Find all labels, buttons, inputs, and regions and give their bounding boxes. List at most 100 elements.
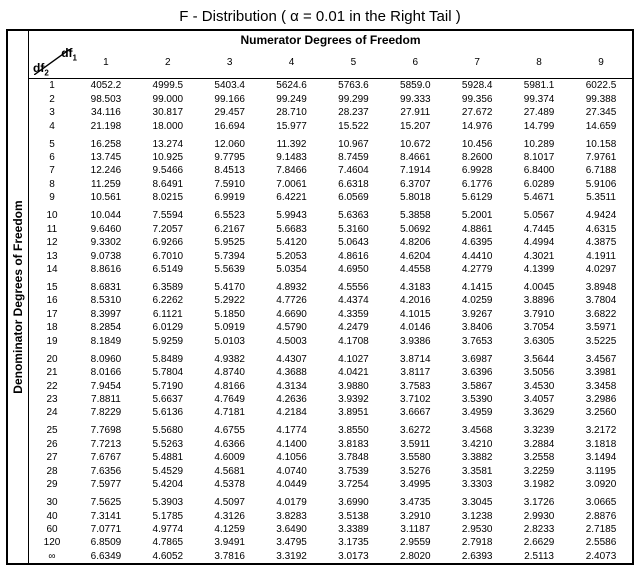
value-cell: 3.2986 [570, 393, 632, 406]
value-cell: 3.3629 [508, 406, 570, 419]
table-row: 139.07386.70105.73945.20534.86164.62044.… [29, 249, 632, 262]
value-cell: 4.2636 [261, 393, 323, 406]
value-cell: 5.2001 [446, 204, 508, 222]
value-cell: 4.9774 [137, 523, 199, 536]
page-title: F - Distribution ( α = 0.01 in the Right… [6, 8, 634, 25]
value-cell: 2.7918 [446, 536, 508, 549]
value-cell: 18.000 [137, 119, 199, 132]
value-cell: 6.7188 [570, 164, 632, 177]
value-cell: 4.1399 [508, 263, 570, 276]
value-cell: 7.8229 [75, 406, 137, 419]
value-cell: 4.6366 [199, 438, 261, 451]
value-cell: 3.5225 [570, 334, 632, 347]
value-cell: 4.0740 [261, 464, 323, 477]
value-cell: 9.7795 [199, 151, 261, 164]
value-cell: 4.8740 [199, 366, 261, 379]
value-cell: 4.1056 [261, 451, 323, 464]
value-cell: 9.1483 [261, 151, 323, 164]
table-row: 516.25813.27412.06011.39210.96710.67210.… [29, 133, 632, 151]
df2-cell: 29 [29, 478, 75, 491]
value-cell: 3.9491 [199, 536, 261, 549]
value-cell: 5.5263 [137, 438, 199, 451]
value-cell: 3.7804 [570, 294, 632, 307]
value-cell: 3.6490 [261, 523, 323, 536]
value-cell: 4.1774 [261, 419, 323, 437]
value-cell: 3.3192 [261, 549, 323, 562]
value-cell: 3.7583 [384, 379, 446, 392]
numerator-col-header: 2 [137, 47, 199, 79]
value-cell: 6.9266 [137, 236, 199, 249]
value-cell: 2.5586 [570, 536, 632, 549]
value-cell: 4.5556 [323, 276, 385, 294]
value-cell: 5.3903 [137, 491, 199, 509]
table-row: 1010.0447.55946.55235.99435.63635.38585.… [29, 204, 632, 222]
df2-cell: 9 [29, 191, 75, 204]
value-cell: 4.2779 [446, 263, 508, 276]
value-cell: 4.3126 [199, 509, 261, 522]
value-cell: 9.5466 [137, 164, 199, 177]
value-cell: 6.7010 [137, 249, 199, 262]
value-cell: 27.911 [384, 106, 446, 119]
value-cell: 7.1914 [384, 164, 446, 177]
value-cell: 4.0259 [446, 294, 508, 307]
value-cell: 4.7726 [261, 294, 323, 307]
value-cell: 99.299 [323, 93, 385, 106]
table-row: 188.28546.01295.09194.57904.24794.01463.… [29, 321, 632, 334]
value-cell: 3.5276 [384, 464, 446, 477]
numerator-col-header: 3 [199, 47, 261, 79]
value-cell: 7.6767 [75, 451, 137, 464]
value-cell: 2.8020 [384, 549, 446, 562]
value-cell: 27.345 [570, 106, 632, 119]
numerator-col-header: 1 [75, 47, 137, 79]
value-cell: 4.4374 [323, 294, 385, 307]
value-cell: 8.2600 [446, 151, 508, 164]
value-cell: 3.8550 [323, 419, 385, 437]
value-cell: 2.6393 [446, 549, 508, 562]
value-cell: 10.456 [446, 133, 508, 151]
value-cell: 5.5639 [199, 263, 261, 276]
value-cell: 3.3981 [570, 366, 632, 379]
value-cell: 2.6629 [508, 536, 570, 549]
table-row: 307.56255.39034.50974.01793.69903.47353.… [29, 491, 632, 509]
value-cell: 4.0045 [508, 276, 570, 294]
table-row: 607.07714.97744.12593.64903.33893.11872.… [29, 523, 632, 536]
value-cell: 5.1850 [199, 308, 261, 321]
value-cell: 2.9530 [446, 523, 508, 536]
value-cell: 3.6396 [446, 366, 508, 379]
table-row: 257.76985.56804.67554.17743.85503.62723.… [29, 419, 632, 437]
value-cell: 3.7910 [508, 308, 570, 321]
table-row: 198.18495.92595.01034.50034.17083.93863.… [29, 334, 632, 347]
value-cell: 3.7539 [323, 464, 385, 477]
df1-label: df1 [61, 46, 77, 62]
value-cell: 3.2172 [570, 419, 632, 437]
f-table: df2 df1 123456789 14052.24999.55403.4562… [29, 47, 632, 563]
value-cell: 3.4568 [446, 419, 508, 437]
value-cell: 99.388 [570, 93, 632, 106]
table-row: 421.19818.00016.69415.97715.52215.20714.… [29, 119, 632, 132]
value-cell: 7.9761 [570, 151, 632, 164]
table-row: 811.2598.64917.59107.00616.63186.37076.1… [29, 178, 632, 191]
value-cell: 4.1708 [323, 334, 385, 347]
value-cell: 3.3882 [446, 451, 508, 464]
value-cell: 3.4735 [384, 491, 446, 509]
value-cell: 5.9525 [199, 236, 261, 249]
value-cell: 5928.4 [446, 79, 508, 93]
value-cell: 3.6822 [570, 308, 632, 321]
value-cell: 6.4221 [261, 191, 323, 204]
value-cell: 3.4057 [508, 393, 570, 406]
value-cell: 98.503 [75, 93, 137, 106]
value-cell: 13.745 [75, 151, 137, 164]
value-cell: 4.3021 [508, 249, 570, 262]
value-cell: 5.0692 [384, 223, 446, 236]
value-cell: 3.9880 [323, 379, 385, 392]
value-cell: 4.7181 [199, 406, 261, 419]
value-cell: 6.8509 [75, 536, 137, 549]
table-frame: Denominator Degrees of Freedom Numerator… [6, 29, 634, 565]
value-cell: 3.8948 [570, 276, 632, 294]
value-cell: 3.3045 [446, 491, 508, 509]
value-cell: 3.7816 [199, 549, 261, 562]
value-cell: 6.8400 [508, 164, 570, 177]
value-cell: 2.8876 [570, 509, 632, 522]
table-row: ∞6.63494.60523.78163.31923.01732.80202.6… [29, 549, 632, 562]
table-row: 910.5618.02156.99196.42216.05695.80185.6… [29, 191, 632, 204]
